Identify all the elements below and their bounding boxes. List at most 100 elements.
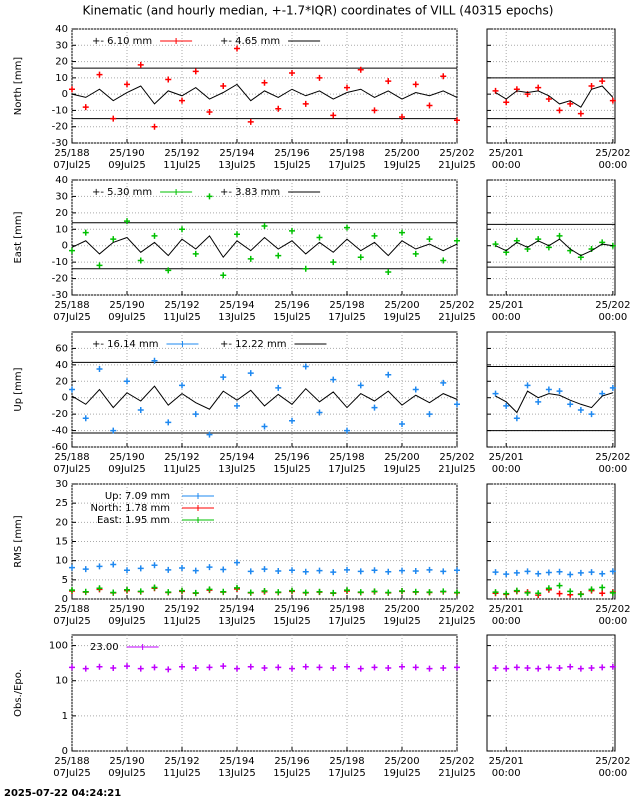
data-point: [454, 401, 460, 408]
data-point: [344, 224, 350, 231]
data-point: [609, 384, 616, 391]
data-point: [503, 99, 510, 106]
x-tick-label: 25/188: [54, 300, 89, 311]
x-tick-date: 00:00: [598, 312, 627, 323]
x-tick-date: 13Jul25: [218, 616, 256, 627]
data-point: [454, 237, 460, 244]
y-axis-label: North [mm]: [13, 57, 24, 116]
y-tick-label: 0: [62, 594, 68, 605]
data-point: [275, 384, 282, 391]
x-tick-label: 25/192: [164, 452, 199, 463]
legend-label: +- 16.14 mm: [92, 339, 158, 350]
x-tick-date: 11Jul25: [163, 312, 201, 323]
data-point: [599, 570, 606, 577]
data-point: [556, 582, 563, 589]
data-point: [206, 109, 213, 116]
data-point: [247, 568, 254, 575]
x-tick-label: 25/188: [54, 604, 89, 615]
x-tick-label: 25/201: [489, 300, 524, 311]
x-tick-label: 25/202: [595, 604, 630, 615]
data-point: [535, 84, 542, 91]
data-point: [124, 663, 130, 670]
x-tick-label: 25/200: [384, 604, 419, 615]
data-point: [609, 589, 616, 596]
data-point: [385, 589, 392, 596]
data-point: [426, 411, 433, 418]
data-point: [96, 365, 103, 372]
data-point: [302, 663, 309, 670]
x-tick-date: 00:00: [492, 768, 521, 779]
x-tick-label: 25/194: [219, 148, 254, 159]
data-point: [261, 566, 268, 573]
data-point: [577, 591, 584, 598]
data-point: [192, 589, 199, 596]
data-point: [385, 371, 392, 378]
x-tick-date: 17Jul25: [328, 312, 366, 323]
data-point: [599, 664, 606, 671]
y-tick-label: 10: [55, 556, 68, 567]
data-point: [330, 589, 337, 596]
data-point: [503, 665, 510, 672]
y-tick-label: -20: [52, 122, 68, 133]
data-point: [234, 45, 240, 52]
data-point: [192, 250, 199, 257]
data-point: [588, 665, 595, 672]
x-tick-date: 09Jul25: [108, 464, 146, 475]
x-tick-date: 21Jul25: [438, 312, 476, 323]
x-tick-label: 25/194: [219, 300, 254, 311]
data-point: [234, 559, 240, 566]
legend-marker: [195, 493, 201, 499]
x-tick-date: 13Jul25: [218, 160, 256, 171]
x-tick-date: 15Jul25: [273, 312, 311, 323]
data-point: [220, 663, 227, 670]
data-point: [344, 427, 350, 434]
data-point: [206, 586, 213, 593]
data-point: [412, 81, 419, 88]
data-point: [289, 227, 295, 234]
y-tick-label: 40: [55, 360, 68, 371]
legend-label: +- 4.65 mm: [220, 36, 280, 47]
x-tick-label: 25/190: [109, 604, 144, 615]
x-tick-label: 25/200: [384, 756, 419, 767]
data-point: [344, 587, 350, 594]
data-point: [275, 589, 282, 596]
data-point: [357, 382, 364, 389]
x-tick-label: 25/198: [329, 300, 364, 311]
data-point: [192, 411, 199, 418]
data-point: [289, 567, 295, 574]
data-point: [588, 569, 595, 576]
data-point: [609, 568, 616, 575]
x-tick-date: 00:00: [598, 160, 627, 171]
x-tick-date: 11Jul25: [163, 160, 201, 171]
data-point: [316, 409, 323, 416]
data-point: [302, 265, 309, 272]
data-point: [513, 587, 520, 594]
data-point: [577, 665, 584, 672]
legend-marker: [195, 505, 201, 511]
data-point: [124, 81, 130, 88]
data-point: [440, 257, 447, 264]
data-point: [556, 232, 563, 239]
data-point: [426, 589, 433, 596]
data-point: [344, 566, 350, 573]
data-point: [556, 568, 563, 575]
data-point: [357, 254, 364, 261]
data-point: [69, 664, 75, 671]
data-point: [137, 61, 144, 68]
data-point: [179, 587, 185, 594]
x-tick-date: 11Jul25: [163, 768, 201, 779]
x-tick-date: 17Jul25: [328, 768, 366, 779]
data-point: [385, 78, 392, 85]
data-point: [399, 421, 405, 427]
data-point: [524, 589, 531, 596]
data-point: [82, 566, 89, 573]
data-point: [165, 666, 172, 673]
data-point: [454, 117, 460, 124]
data-point: [96, 563, 103, 570]
x-tick-label: 25/194: [219, 756, 254, 767]
data-point: [545, 569, 552, 576]
y-tick-label: -20: [52, 274, 68, 285]
data-point: [179, 564, 185, 571]
data-point: [82, 104, 89, 111]
data-point: [545, 386, 552, 393]
